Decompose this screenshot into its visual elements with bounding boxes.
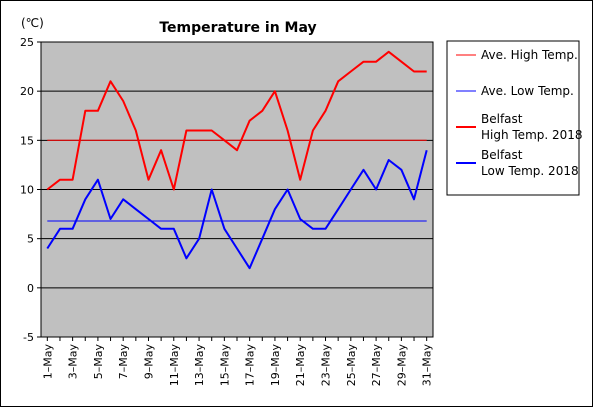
x-tick-label: 19–May xyxy=(269,344,282,387)
x-tick-label: 29–May xyxy=(395,344,408,387)
unit-label: (℃) xyxy=(21,16,44,30)
legend-box xyxy=(446,40,580,196)
y-tick-label: 25 xyxy=(20,36,34,49)
series-line-belfast-high-temp-2018 xyxy=(46,50,427,191)
legend-label: High Temp. 2018 xyxy=(481,128,583,142)
y-tick-label: 15 xyxy=(20,134,34,147)
y-tick-label: 0 xyxy=(27,282,34,295)
legend: Ave. High Temp. Ave. Low Temp. Belfast High… xyxy=(456,48,583,178)
y-tick-label: 5 xyxy=(27,233,34,246)
legend-label: Ave. Low Temp. xyxy=(481,84,574,98)
y-tick-label: 20 xyxy=(20,85,34,98)
x-tick-label: 31–May xyxy=(421,344,434,387)
x-tick-label: 27–May xyxy=(370,344,383,387)
x-tick-label: 7–May xyxy=(117,344,130,380)
legend-label: Belfast xyxy=(481,148,523,162)
axes: 25 20 15 10 5 0 -5 1–May 3–May 5–May 7–May 9–May 11–… xyxy=(20,36,434,386)
legend-label: Low Temp. 2018 xyxy=(481,164,579,178)
legend-label: Ave. High Temp. xyxy=(481,48,578,62)
x-tick-label: 5–May xyxy=(92,344,105,380)
legend-label: Belfast xyxy=(481,112,523,126)
x-tick-label: 25–May xyxy=(345,344,358,387)
x-tick-label: 1–May xyxy=(41,344,54,380)
x-tick-label: 9–May xyxy=(142,344,155,380)
series-line-belfast-low-temp-2018 xyxy=(46,149,428,270)
y-tick-label: 10 xyxy=(20,184,34,197)
x-tick-label: 3–May xyxy=(67,344,80,380)
x-tick-label: 23–May xyxy=(320,344,333,387)
x-tick-label: 11–May xyxy=(168,344,181,387)
x-tick-label: 13–May xyxy=(193,344,206,387)
x-tick-label: 17–May xyxy=(244,344,257,387)
series-lines xyxy=(46,50,428,270)
y-tick-label: -5 xyxy=(23,331,34,344)
chart-title: Temperature in May xyxy=(159,20,316,36)
x-tick-label: 21–May xyxy=(294,344,307,387)
x-tick-label: 15–May xyxy=(218,344,231,387)
